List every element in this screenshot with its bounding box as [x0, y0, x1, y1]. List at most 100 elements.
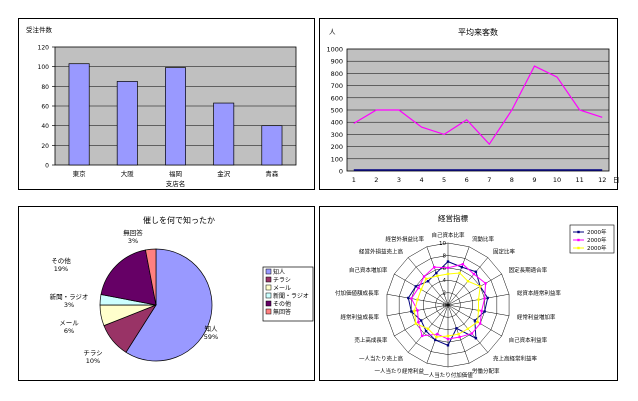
legend-label: 2000年: [587, 236, 607, 244]
radar-marker: [435, 271, 438, 275]
legend-box: [262, 266, 314, 322]
x-tick-label: 11: [575, 176, 583, 184]
x-tick-label: 7: [487, 176, 491, 184]
radar-axis-label: 付加価値額成長率: [335, 289, 380, 297]
y-tick-label: 0: [339, 168, 343, 176]
radar-axis-label: 売上高成長率: [354, 336, 388, 344]
legend-swatch: [265, 268, 272, 275]
radar-axis-label: 固定比率: [493, 247, 516, 255]
radar-marker: [466, 327, 470, 330]
legend-swatch: [265, 284, 272, 291]
bar: [213, 102, 235, 166]
pie-slice: [145, 248, 157, 306]
slice-pct: 10%: [86, 357, 100, 365]
radar-marker: [446, 337, 450, 341]
slice-label: 新聞・ラジオ: [50, 292, 89, 301]
radar-marker: [426, 280, 430, 283]
radar-chart-panel: 経営指標 0 2 4 6 8 10 自己資本比率 流動比率 固定比率 固定長期適合率 総資本経常利益率…: [319, 206, 618, 381]
radar-marker: [417, 320, 420, 324]
x-tick-label: 5: [442, 176, 446, 184]
radar-marker: [420, 334, 424, 338]
radar-marker: [436, 332, 439, 336]
bar: [261, 125, 283, 166]
radar-axis-label: 経常利益成長率: [341, 313, 380, 321]
bar: [165, 67, 186, 166]
slice-pct: 59%: [204, 333, 218, 341]
radar-marker: [419, 319, 423, 322]
radar-marker: [433, 265, 436, 269]
radar-marker: [417, 286, 420, 290]
slice-label: 知人: [205, 324, 219, 333]
y-tick-label: 300: [331, 131, 343, 139]
x-tick-label: 2: [374, 176, 378, 184]
radar-marker: [474, 270, 478, 273]
y-tick-label: 700: [331, 82, 343, 90]
radar-marker: [461, 263, 465, 266]
x-tick-label: 12: [598, 176, 606, 184]
radar-axis-label: 固定長期適合率: [509, 266, 548, 274]
radar-axis-label: 一人当たり付加価値: [423, 371, 473, 379]
x-tick-label: 10: [553, 176, 561, 184]
y-tick-label: 40: [41, 123, 49, 130]
radar-marker: [416, 298, 419, 301]
slice-label: チラシ: [83, 349, 102, 357]
legend-label: 無回答: [273, 308, 291, 316]
pie-slice: [100, 249, 157, 306]
radar-marker: [422, 275, 426, 278]
slice-pct: 19%: [54, 265, 68, 273]
y-tick-label: 1000: [326, 46, 343, 54]
radar-axis-label: 流動比率: [472, 235, 495, 243]
radar-tick-label: 2: [443, 291, 447, 297]
x-tick-label: 8: [510, 176, 514, 184]
slice-pct: 3%: [128, 237, 138, 245]
radar-axis-label: 自己資本利益率: [509, 336, 548, 344]
radar-marker: [479, 322, 482, 325]
y-tick-label: 500: [331, 107, 343, 115]
x-tick-label: 6: [465, 176, 469, 184]
radar-marker: [446, 266, 450, 269]
radar-axis-label: 自己資本比率: [431, 231, 465, 239]
radar-chart: 経営指標 0 2 4 6 8 10 自己資本比率流動比率固定比率固定長期適合率総資本経常利益率…: [335, 213, 615, 379]
radar-tick-label: 6: [443, 266, 447, 272]
legend-swatch: [265, 308, 272, 315]
legend-label: チラシ: [273, 277, 291, 284]
radar-marker: [407, 296, 410, 300]
radar-tick-label: 10: [439, 241, 446, 247]
radar-axis-label: 一人当たり売上高: [359, 355, 404, 363]
legend-swatch: [265, 300, 272, 307]
legend-label: その他: [273, 300, 291, 308]
radar-marker: [466, 280, 470, 283]
radar-marker: [413, 309, 416, 313]
pie-chart-panel: 催しを何で知ったか 知人 59% チラシ 10% メール 6% 新聞・ラジオ 3% その他 19% 無…: [18, 206, 315, 381]
slice-label: 無回答: [123, 228, 143, 237]
radar-marker: [446, 272, 450, 276]
radar-marker: [477, 309, 480, 312]
radar-spoke: [447, 246, 470, 306]
y-tick-label: 60: [41, 104, 49, 111]
radar-marker: [458, 271, 461, 275]
slice-label: メール: [59, 319, 79, 327]
pie-chart: 催しを何で知ったか知人59%チラシ10%メール6%新聞・ラジオ3%その他19%無…: [50, 215, 314, 365]
x-tick-label: 福岡: [169, 169, 182, 178]
y-tick-label: 0: [45, 163, 49, 170]
x-tick-label: 1: [352, 176, 356, 184]
radar-axis-label: 自己資本増加率: [349, 266, 388, 274]
y-tick-label: 400: [331, 119, 343, 127]
legend-swatch: [265, 292, 272, 299]
radar-marker: [446, 260, 450, 263]
x-tick-label: 東京: [73, 169, 87, 178]
chart-title: 経営指標: [438, 213, 468, 223]
radar-marker: [486, 296, 489, 300]
radar-tick-label: 8: [443, 253, 447, 259]
legend-marker: [577, 238, 580, 242]
legend-label: メール: [273, 285, 291, 292]
radar-marker: [414, 285, 417, 288]
radar-marker: [484, 282, 487, 285]
y-tick-label: 800: [331, 70, 343, 78]
y-tick-label: 600: [331, 94, 343, 102]
radar-axis-label: 売上高経常利益率: [493, 355, 538, 363]
radar-marker: [460, 265, 463, 269]
legend-label: 新聞・ラジオ: [273, 292, 309, 300]
radar-marker: [472, 272, 476, 276]
